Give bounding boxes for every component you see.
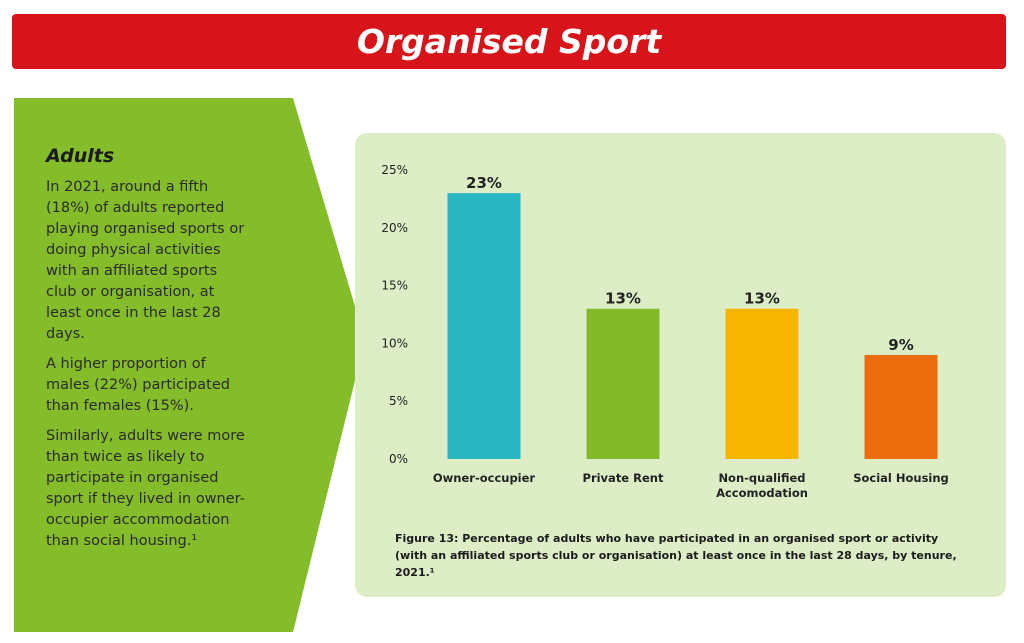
x-tick-label: Non-qualified Accomodation xyxy=(716,471,808,500)
y-tick-label: 0% xyxy=(389,452,408,466)
sidebar: Adults In 2021, around a fifth (18%) of … xyxy=(46,146,246,561)
chart-caption: Figure 13: Percentage of adults who have… xyxy=(395,532,957,579)
y-tick-label: 25% xyxy=(381,163,408,177)
y-tick-label: 15% xyxy=(381,279,408,293)
value-label: 13% xyxy=(605,290,641,308)
x-tick-label: Owner-occupier xyxy=(432,471,536,485)
bar xyxy=(864,354,938,459)
bar xyxy=(447,193,521,459)
chart-panel: 0% 5% 10% 15% 20% 25% 23% 13% 13% 9% Figure 13: P… xyxy=(355,133,1006,597)
title-banner: Organised Sport xyxy=(12,14,1006,69)
y-tick-label: 5% xyxy=(389,394,408,408)
value-label: 13% xyxy=(744,290,780,308)
y-tick-label: 20% xyxy=(381,221,408,235)
y-tick-label: 10% xyxy=(381,336,408,350)
sidebar-heading: Adults xyxy=(46,145,115,167)
bar xyxy=(586,308,660,459)
paragraph: Similarly, adults were more than twice a… xyxy=(46,428,245,549)
x-tick-label: Private Rent xyxy=(582,471,664,485)
arrow-shape xyxy=(14,98,365,632)
value-label: 9% xyxy=(888,336,913,354)
value-label: 23% xyxy=(466,174,502,192)
chart: 0% 5% 10% 15% 20% 25% 23% 13% 13% 9% xyxy=(381,163,938,466)
x-tick-label: Social Housing xyxy=(853,471,949,485)
bar xyxy=(725,308,799,459)
paragraph: A higher proportion of males (22%) parti… xyxy=(46,356,230,414)
paragraph: In 2021, around a fifth (18%) of adults … xyxy=(46,179,245,342)
